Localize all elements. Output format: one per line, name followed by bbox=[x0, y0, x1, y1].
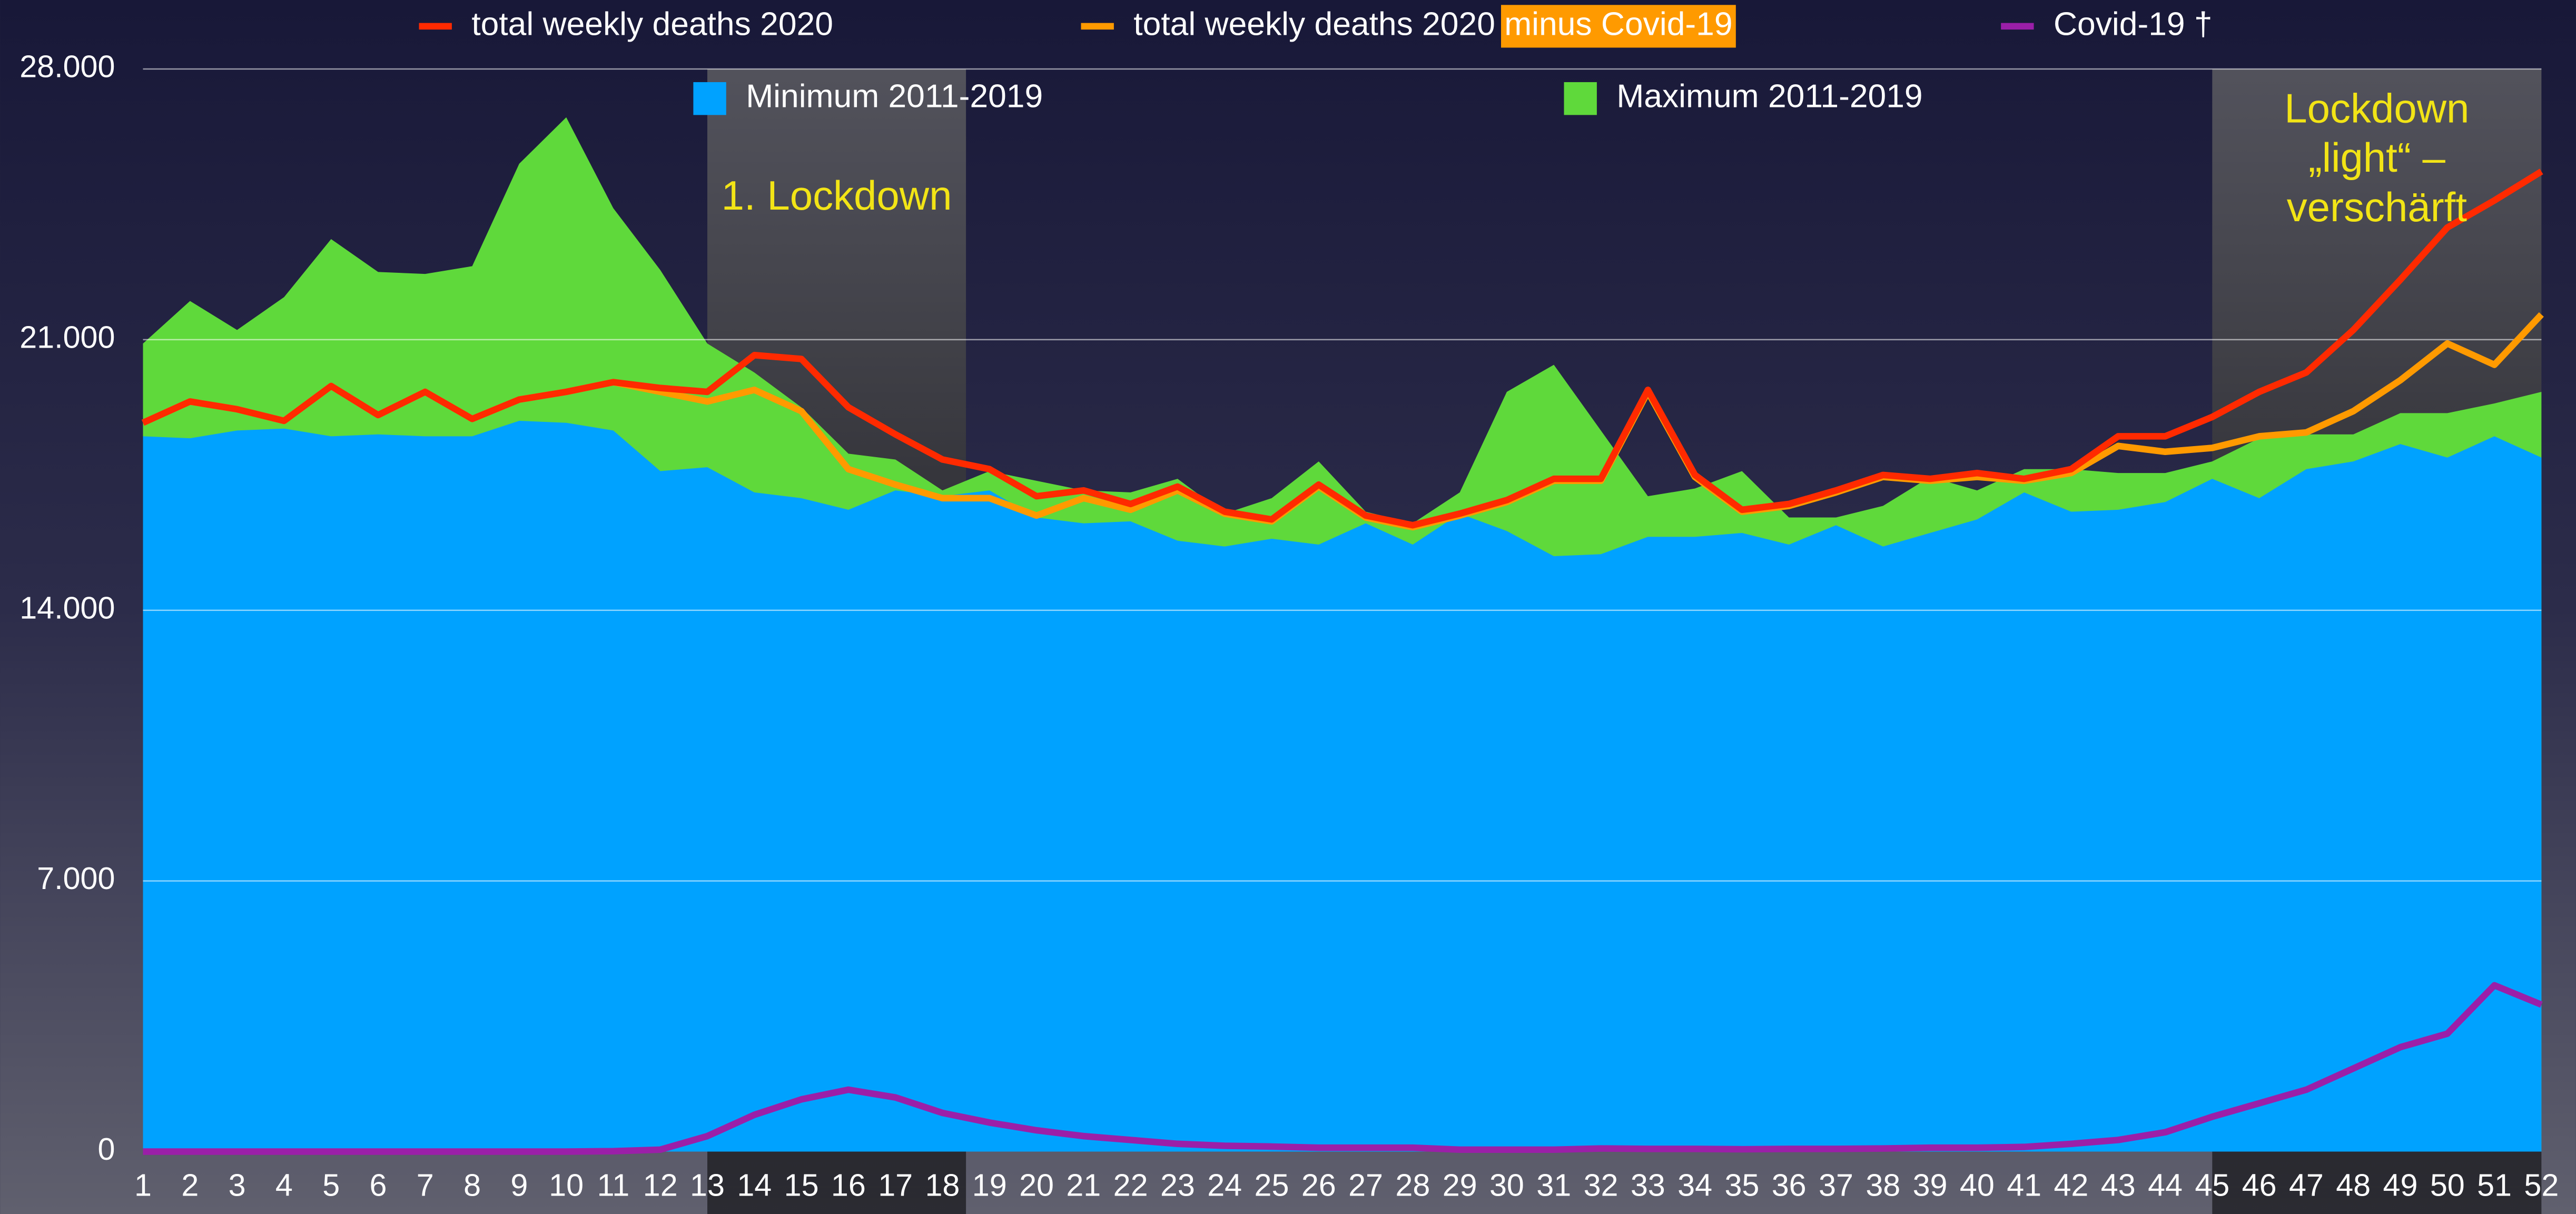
area bbox=[143, 421, 2542, 1152]
x-tick-label: 6 bbox=[369, 1168, 387, 1203]
x-tick-label: 18 bbox=[925, 1168, 960, 1203]
x-tick-label: 20 bbox=[1019, 1168, 1054, 1203]
x-tick-label: 42 bbox=[2054, 1168, 2088, 1203]
x-tick-label: 9 bbox=[510, 1168, 528, 1203]
x-tick-label: 31 bbox=[1536, 1168, 1571, 1203]
line bbox=[143, 982, 2543, 1155]
x-tick-label: 39 bbox=[1913, 1168, 1948, 1203]
x-tick-label: 25 bbox=[1255, 1168, 1289, 1203]
annotation: Lockdown bbox=[2284, 85, 2469, 132]
x-tick-label: 35 bbox=[1724, 1168, 1759, 1203]
x-tick-label: 28 bbox=[1395, 1168, 1430, 1203]
x-tick-label: 8 bbox=[463, 1168, 481, 1203]
x-tick-label: 46 bbox=[2242, 1168, 2277, 1203]
x-tick-label: 11 bbox=[597, 1168, 630, 1203]
x-tick-label: 36 bbox=[1772, 1168, 1807, 1203]
x-tick-label: 1 bbox=[134, 1168, 152, 1203]
x-tick-label: 19 bbox=[972, 1168, 1007, 1203]
x-tick-label: 38 bbox=[1866, 1168, 1900, 1203]
x-tick-label: 7 bbox=[417, 1168, 434, 1203]
x-tick-label: 22 bbox=[1113, 1168, 1148, 1203]
x-tick-label: 26 bbox=[1301, 1168, 1336, 1203]
x-tick-label: 14 bbox=[737, 1168, 772, 1203]
x-tick-label: 5 bbox=[322, 1168, 340, 1203]
x-tick-label: 24 bbox=[1207, 1168, 1242, 1203]
x-tick-label: 51 bbox=[2477, 1168, 2512, 1203]
legend-label: Minimum 2011-2019 bbox=[746, 78, 1043, 115]
y-tick-label: 0 bbox=[98, 1131, 115, 1167]
legend-swatch bbox=[1564, 82, 1597, 115]
x-tick-label: 48 bbox=[2336, 1168, 2371, 1203]
x-tick-label: 4 bbox=[275, 1168, 293, 1203]
legend-swatch bbox=[693, 82, 726, 115]
x-tick-label: 33 bbox=[1631, 1168, 1665, 1203]
x-tick-label: 3 bbox=[229, 1168, 246, 1203]
x-tick-label: 50 bbox=[2430, 1168, 2465, 1203]
y-tick-label: 28.000 bbox=[19, 49, 115, 84]
x-tick-label: 27 bbox=[1348, 1168, 1383, 1203]
legend-label: total weekly deaths 2020 minus Covid-19 bbox=[1133, 6, 1732, 42]
x-tick-label: 10 bbox=[549, 1168, 584, 1203]
line bbox=[141, 169, 2543, 529]
x-tick-label: 2 bbox=[181, 1168, 199, 1203]
x-tick-label: 44 bbox=[2148, 1168, 2183, 1203]
y-tick-label: 7.000 bbox=[37, 861, 115, 896]
annotation: verschärft bbox=[2287, 184, 2468, 230]
x-tick-label: 21 bbox=[1066, 1168, 1101, 1203]
x-tick-label: 32 bbox=[1584, 1168, 1618, 1203]
x-tick-label: 40 bbox=[1960, 1168, 1995, 1203]
x-tick-label: 15 bbox=[784, 1168, 819, 1203]
legend-label: Maximum 2011-2019 bbox=[1616, 78, 1922, 115]
annotation: 1. Lockdown bbox=[722, 172, 952, 219]
y-tick-label: 21.000 bbox=[19, 320, 115, 355]
x-tick-label: 52 bbox=[2524, 1168, 2559, 1203]
x-tick-label: 17 bbox=[878, 1168, 913, 1203]
x-tick-label: 23 bbox=[1160, 1168, 1195, 1203]
x-tick-label: 45 bbox=[2195, 1168, 2229, 1203]
x-tick-label: 37 bbox=[1819, 1168, 1853, 1203]
x-tick-label: 29 bbox=[1443, 1168, 1477, 1203]
x-tick-label: 47 bbox=[2289, 1168, 2324, 1203]
x-tick-label: 12 bbox=[643, 1168, 678, 1203]
x-tick-label: 43 bbox=[2101, 1168, 2136, 1203]
x-tick-label: 49 bbox=[2383, 1168, 2418, 1203]
x-tick-label: 16 bbox=[831, 1168, 866, 1203]
x-tick-label: 30 bbox=[1489, 1168, 1524, 1203]
annotation: „light“ – bbox=[2308, 134, 2446, 181]
legend-label: total weekly deaths 2020 bbox=[471, 6, 833, 42]
legend-label: Covid-19 † bbox=[2054, 6, 2213, 42]
legend-highlight bbox=[1501, 5, 1736, 48]
x-tick-label: 34 bbox=[1677, 1168, 1712, 1203]
y-tick-label: 14.000 bbox=[19, 590, 115, 625]
x-tick-label: 13 bbox=[690, 1168, 725, 1203]
x-tick-label: 41 bbox=[2007, 1168, 2041, 1203]
